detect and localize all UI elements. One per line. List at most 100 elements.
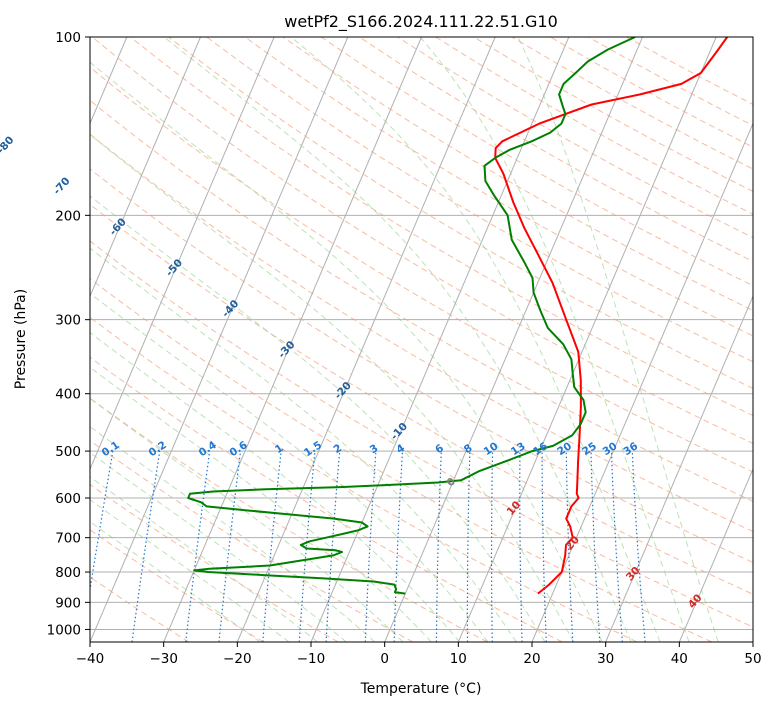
y-tick-label: 400 <box>55 387 81 403</box>
axis-ticks: −40 −30 −20 −10 0 10 20 30 40 5010020030040050060… <box>47 30 762 667</box>
temperature-profile-line <box>494 37 729 595</box>
moist-adiabat-line <box>163 37 632 642</box>
isotherm-gridline <box>531 122 753 642</box>
dry-adiabat-line <box>549 37 753 148</box>
mixing-ratio-line <box>218 451 242 642</box>
grid-lines <box>90 37 753 642</box>
x-tick-label: 50 <box>744 651 761 667</box>
mixing-ratio-line <box>631 451 646 642</box>
moist-adiabat-line <box>90 134 575 642</box>
chart-title: wetPf2_S166.2024.111.22.51.G10 <box>284 12 558 32</box>
y-tick-label: 100 <box>55 30 81 46</box>
isotherm-gridline <box>457 37 717 642</box>
isotherm-label: 30 <box>624 565 643 584</box>
mixing-ratio-line <box>490 451 494 642</box>
mixing-ratio-label: 3 <box>368 442 381 456</box>
isotherm-gridline <box>678 467 753 642</box>
mixing-ratio-label: 0.6 <box>227 439 249 459</box>
isotherm-gridline <box>236 37 496 642</box>
y-axis-label: Pressure (hPa) <box>13 289 29 389</box>
mixing-ratio-line <box>262 451 282 642</box>
mixing-ratio-label: 1.5 <box>302 439 324 459</box>
moist-adiabat-line <box>90 451 347 642</box>
y-tick-label: 500 <box>55 444 81 460</box>
dry-adiabat-line <box>435 37 753 215</box>
isotherm-gridline <box>90 37 201 298</box>
dry-adiabat-line <box>90 278 712 642</box>
mixing-ratio-label: 36 <box>621 440 640 458</box>
isotherm-label: -20 <box>332 380 354 402</box>
x-tick-label: −20 <box>223 651 252 667</box>
isopleth-labels: 0.10.20.40.611.52346810131620253036-100-… <box>0 134 705 611</box>
mixing-ratio-label: 6 <box>433 442 446 456</box>
isotherm-label: -50 <box>164 257 186 279</box>
x-tick-label: 0 <box>380 651 389 667</box>
x-tick-label: −30 <box>149 651 178 667</box>
mixing-ratio-label: 10 <box>482 440 501 458</box>
isotherm-label: -70 <box>51 175 73 197</box>
x-tick-label: −40 <box>76 651 105 667</box>
mixing-ratio-label: 16 <box>531 440 550 458</box>
y-tick-label: 300 <box>55 313 81 329</box>
moist-adiabat-line <box>90 292 489 642</box>
y-tick-label: 1000 <box>47 622 81 638</box>
mixing-ratio-line <box>435 451 442 642</box>
plot-area <box>90 37 753 642</box>
mixing-ratio-line <box>185 451 211 642</box>
dry-adiabat-line <box>90 529 264 642</box>
dry-adiabat-line <box>359 37 753 263</box>
x-tick-label: 10 <box>450 651 467 667</box>
mixing-ratio-label: 1 <box>273 442 286 456</box>
dry-adiabat-line <box>90 356 563 642</box>
isotherm-gridline <box>605 295 753 642</box>
x-tick-label: 40 <box>671 651 688 667</box>
mixing-ratio-line <box>90 450 114 594</box>
mixing-ratio-line <box>519 451 523 642</box>
dry-adiabat-line <box>90 440 414 642</box>
x-tick-label: 20 <box>523 651 540 667</box>
dry-adiabat-line <box>90 133 753 533</box>
isotherm-label: -30 <box>276 339 298 361</box>
mixing-ratio-lines <box>90 450 646 642</box>
moist-adiabat-line <box>517 37 719 642</box>
x-tick-label: 30 <box>597 651 614 667</box>
profile-series <box>187 37 729 595</box>
dry-adiabat-line <box>90 316 638 642</box>
moist-adiabat-line <box>90 397 404 642</box>
isotherm-label: -80 <box>0 134 16 156</box>
isotherm-gridline <box>163 37 422 642</box>
dry-adiabat-line <box>90 397 488 642</box>
mixing-ratio-label: 0.4 <box>197 439 219 459</box>
moist-adiabat-line <box>90 195 546 642</box>
mixing-ratio-line <box>610 451 623 642</box>
dry-adiabat-line <box>588 37 753 127</box>
dry-adiabat-line <box>90 240 753 628</box>
mixing-ratio-label: 13 <box>509 440 528 458</box>
dry-adiabat-line <box>168 37 753 389</box>
moist-adiabat-line <box>419 37 690 642</box>
moist-adiabat-line <box>90 499 290 642</box>
mixing-ratio-line <box>466 451 471 642</box>
dry-adiabat-line <box>91 37 753 445</box>
isotherm-label: 10 <box>505 499 524 518</box>
isotherm-gridline <box>310 37 570 642</box>
plot-frame <box>89 36 754 643</box>
dry-adiabat-line <box>90 483 339 642</box>
x-axis-label: Temperature (°C) <box>360 681 482 697</box>
mixing-ratio-line <box>131 451 161 642</box>
moist-adiabats <box>90 37 719 642</box>
mixing-ratio-label: 4 <box>394 442 407 456</box>
dry-adiabats <box>90 37 753 642</box>
moist-adiabat-line <box>90 61 603 642</box>
isotherm-label: -60 <box>107 216 129 238</box>
isotherm-label: 40 <box>686 592 705 611</box>
y-tick-label: 200 <box>55 208 81 224</box>
dry-adiabat-line <box>244 37 753 337</box>
mixing-ratio-line <box>364 451 377 642</box>
isotherm-label: 0 <box>444 476 458 489</box>
mixing-ratio-line <box>590 451 601 642</box>
isotherm-gridline <box>90 37 349 642</box>
dry-adiabat-line <box>90 99 753 502</box>
dewpoint-profile-line <box>187 37 636 595</box>
